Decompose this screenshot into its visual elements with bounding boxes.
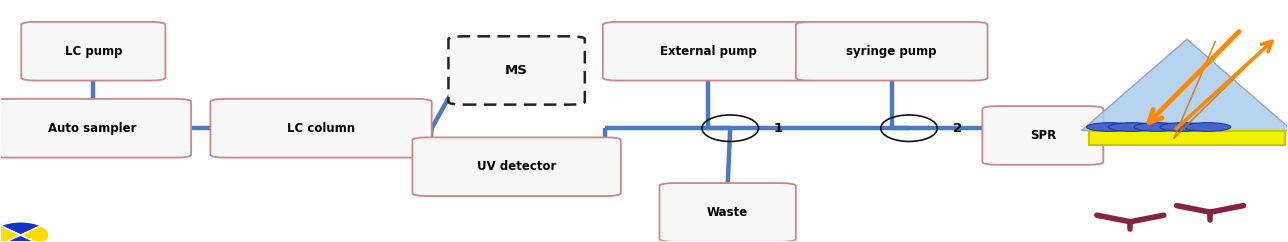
Text: External pump: External pump xyxy=(659,45,757,58)
Text: Auto sampler: Auto sampler xyxy=(48,122,137,135)
FancyBboxPatch shape xyxy=(1090,131,1284,145)
Wedge shape xyxy=(0,226,17,242)
Text: LC pump: LC pump xyxy=(64,45,122,58)
Wedge shape xyxy=(0,226,21,242)
Text: Waste: Waste xyxy=(707,206,748,219)
Circle shape xyxy=(1135,123,1181,131)
FancyBboxPatch shape xyxy=(22,22,165,81)
FancyBboxPatch shape xyxy=(210,99,431,158)
Text: LC column: LC column xyxy=(287,122,355,135)
FancyBboxPatch shape xyxy=(796,22,988,81)
Wedge shape xyxy=(0,235,37,242)
Wedge shape xyxy=(1,235,41,242)
Wedge shape xyxy=(0,222,37,235)
Wedge shape xyxy=(21,226,49,242)
Circle shape xyxy=(1160,123,1207,131)
Circle shape xyxy=(1087,123,1133,131)
Text: 2: 2 xyxy=(953,122,962,135)
Wedge shape xyxy=(1,222,41,235)
FancyBboxPatch shape xyxy=(659,183,796,242)
FancyBboxPatch shape xyxy=(983,106,1104,165)
Circle shape xyxy=(1185,123,1231,131)
Circle shape xyxy=(1109,123,1155,131)
FancyBboxPatch shape xyxy=(0,99,191,158)
FancyBboxPatch shape xyxy=(412,137,621,196)
Text: 1: 1 xyxy=(774,122,783,135)
Text: SPR: SPR xyxy=(1029,129,1056,142)
FancyBboxPatch shape xyxy=(603,22,814,81)
FancyBboxPatch shape xyxy=(448,36,585,105)
Wedge shape xyxy=(17,226,45,242)
Text: UV detector: UV detector xyxy=(477,160,556,173)
Polygon shape xyxy=(1082,39,1288,131)
Text: syringe pump: syringe pump xyxy=(846,45,936,58)
Text: MS: MS xyxy=(505,64,528,77)
